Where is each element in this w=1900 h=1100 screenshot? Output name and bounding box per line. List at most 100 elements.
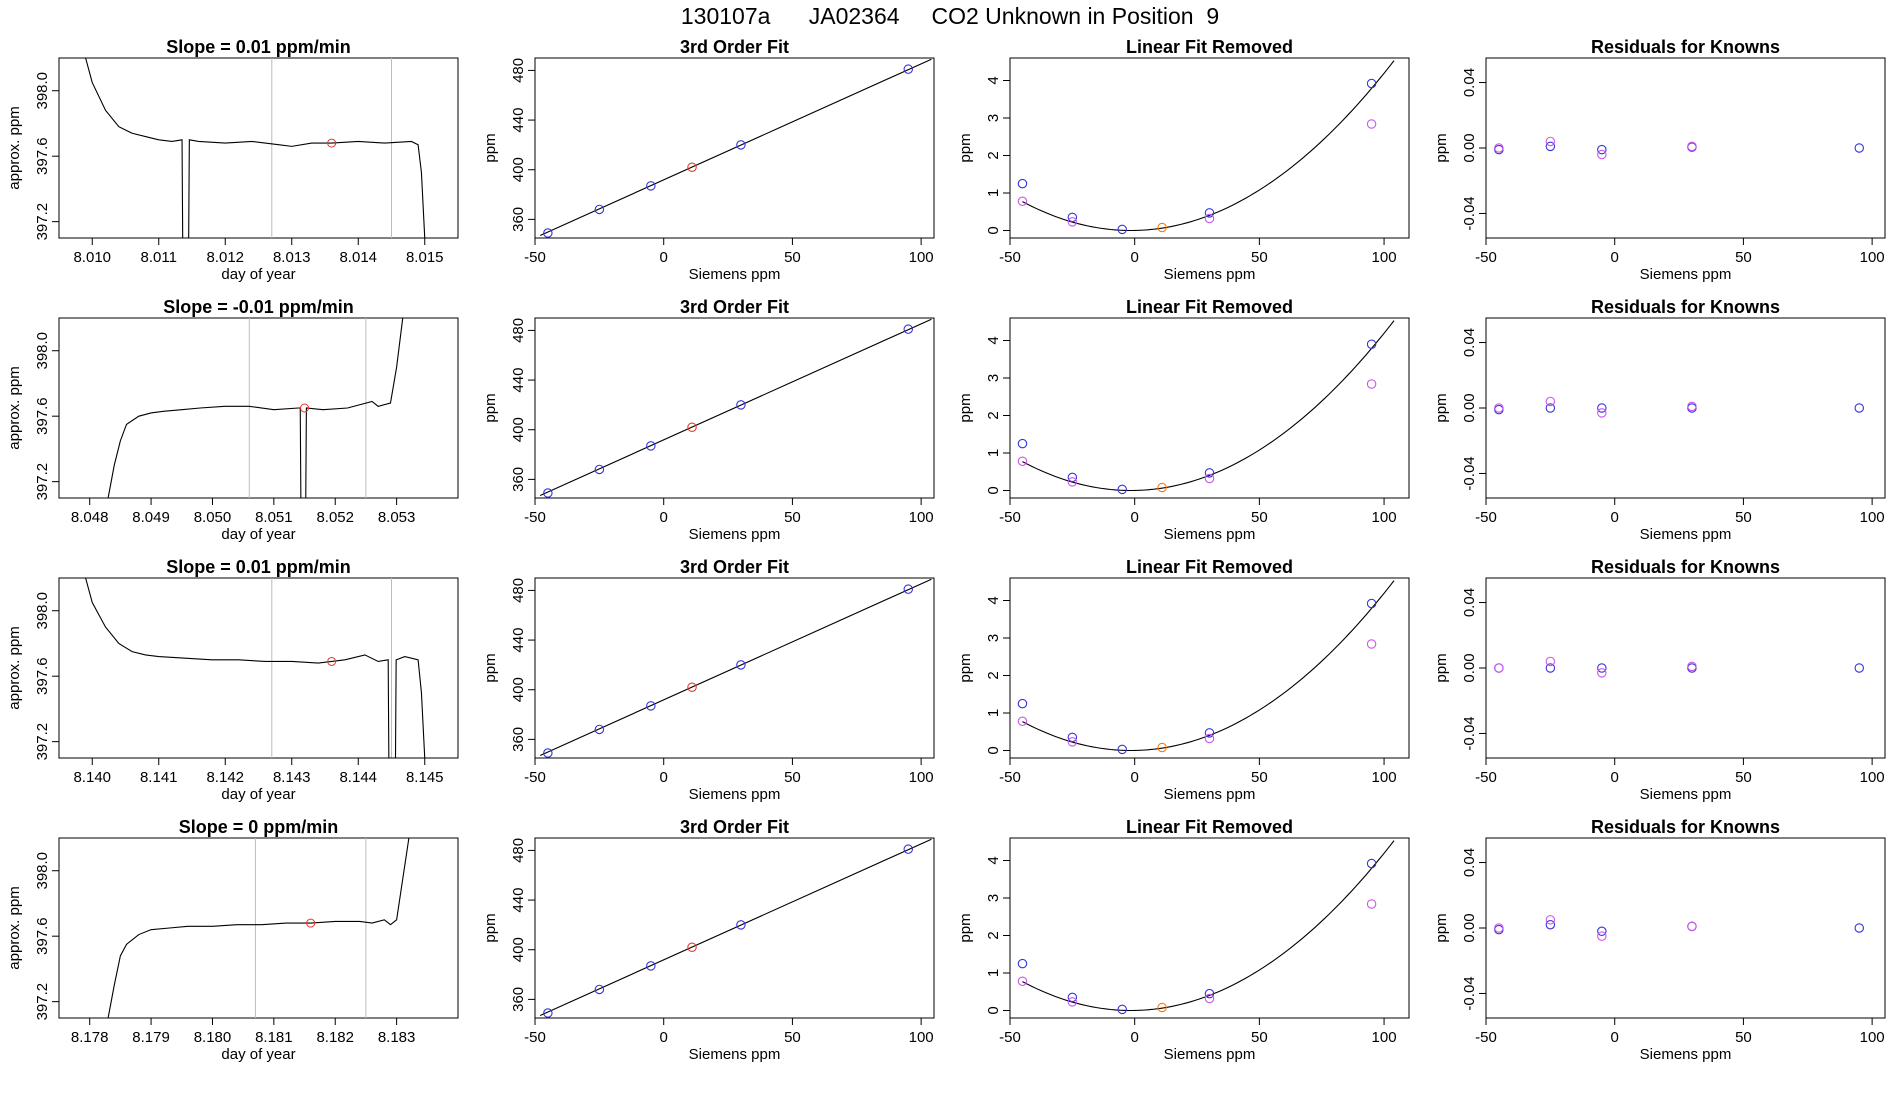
x-tick-label: 100 xyxy=(1860,1029,1885,1046)
x-tick-label: 100 xyxy=(1372,769,1397,786)
x-axis-label: day of year xyxy=(221,786,295,803)
y-tick-label: 0.04 xyxy=(1461,588,1478,617)
y-tick-label: 0.04 xyxy=(1461,68,1478,97)
concentration-trace xyxy=(85,578,426,758)
chart-title: 3rd Order Fit xyxy=(680,37,789,57)
x-tick-label: 50 xyxy=(784,509,801,526)
x-tick-label: 8.011 xyxy=(141,249,177,266)
data-point-blue xyxy=(1067,992,1078,1003)
x-tick-label: -50 xyxy=(999,769,1021,786)
data-point-blue xyxy=(1597,663,1607,673)
y-tick-label: 360 xyxy=(510,467,527,492)
data-point-blue xyxy=(1545,141,1556,152)
data-point-orange xyxy=(1157,482,1167,493)
data-point-magenta xyxy=(1204,213,1215,224)
fit-curve xyxy=(1022,840,1395,1012)
chart-title: Residuals for Knowns xyxy=(1591,817,1780,837)
plot-area xyxy=(1494,136,1865,160)
mean-marker xyxy=(327,656,337,666)
y-axis-label: ppm xyxy=(482,913,499,942)
data-point-magenta xyxy=(1545,656,1556,667)
data-point-magenta xyxy=(1017,976,1028,986)
chart-title: Residuals for Knowns xyxy=(1591,557,1780,577)
data-point-magenta xyxy=(1597,408,1607,418)
x-tick-label: 100 xyxy=(909,1029,934,1046)
x-tick-label: 8.052 xyxy=(316,509,354,526)
data-point-magenta xyxy=(1494,923,1504,933)
x-tick-label: 0 xyxy=(660,769,668,786)
y-tick-label: 360 xyxy=(510,727,527,752)
data-point-blue xyxy=(1117,484,1127,495)
y-tick-label: 397.6 xyxy=(34,657,51,695)
x-tick-label: -50 xyxy=(999,509,1021,526)
y-axis-label: ppm xyxy=(957,393,974,422)
x-axis-label: Siemens ppm xyxy=(1164,526,1256,543)
data-point-blue xyxy=(1204,208,1215,218)
x-tick-label: 50 xyxy=(1251,1029,1268,1046)
data-point-orange xyxy=(1157,222,1167,233)
y-tick-label: 440 xyxy=(510,108,527,133)
chart-panel-12: Residuals for Knowns -50 0 50 100 Siemens ppm… xyxy=(1433,557,1886,803)
data-point-blue xyxy=(646,441,656,451)
x-tick-label: -50 xyxy=(1475,509,1497,526)
y-tick-label: 397.6 xyxy=(34,397,51,435)
x-axis-label: Siemens ppm xyxy=(689,526,781,543)
plot-area xyxy=(1494,656,1865,678)
data-point-magenta xyxy=(1545,396,1556,407)
x-tick-label: 8.179 xyxy=(132,1029,170,1046)
y-axis-label: ppm xyxy=(482,393,499,422)
data-point-blue xyxy=(543,1008,553,1018)
x-tick-label: 8.048 xyxy=(71,509,109,526)
data-point-blue xyxy=(903,64,914,74)
data-point-blue xyxy=(1597,144,1607,155)
data-point-red xyxy=(687,422,697,432)
plot-frame xyxy=(58,57,459,239)
x-tick-label: 8.183 xyxy=(378,1029,416,1046)
data-point-blue xyxy=(1067,212,1078,223)
y-tick-label: 0 xyxy=(985,486,1002,494)
y-tick-label: -0.04 xyxy=(1461,456,1478,490)
plot-frame xyxy=(1009,57,1410,239)
x-tick-label: 0 xyxy=(1611,1029,1619,1046)
plot-area xyxy=(1494,915,1865,941)
chart-title: Slope = -0.01 ppm/min xyxy=(163,297,354,317)
y-tick-label: 400 xyxy=(510,417,527,442)
y-tick-label: 3 xyxy=(985,374,1002,382)
data-point-orange xyxy=(1157,1002,1167,1013)
y-tick-label: 0.00 xyxy=(1461,393,1478,422)
x-tick-label: 50 xyxy=(784,769,801,786)
x-tick-label: -50 xyxy=(1475,249,1497,266)
data-point-blue xyxy=(1017,438,1028,449)
y-tick-label: -0.04 xyxy=(1461,716,1478,750)
x-axis-label: Siemens ppm xyxy=(1164,266,1256,283)
data-point-blue xyxy=(1366,858,1377,869)
y-tick-label: 3 xyxy=(985,634,1002,642)
x-tick-label: 8.053 xyxy=(378,509,416,526)
y-tick-label: 440 xyxy=(510,368,527,393)
y-tick-label: 398.0 xyxy=(34,72,51,110)
concentration-trace xyxy=(107,838,410,1018)
data-point-blue xyxy=(1366,78,1377,89)
plot-area xyxy=(1017,580,1395,755)
data-point-magenta xyxy=(1067,737,1078,747)
data-point-magenta xyxy=(1494,663,1504,673)
x-tick-label: 8.010 xyxy=(73,249,111,266)
y-tick-label: 3 xyxy=(985,114,1002,122)
data-point-blue xyxy=(1854,403,1865,413)
data-point-orange xyxy=(1157,742,1167,753)
x-tick-label: 50 xyxy=(1735,1029,1752,1046)
y-tick-label: 0 xyxy=(985,1006,1002,1014)
x-tick-label: 8.015 xyxy=(406,249,444,266)
data-point-magenta xyxy=(1597,668,1607,678)
data-point-blue xyxy=(1204,728,1215,738)
x-axis-label: Siemens ppm xyxy=(1640,786,1732,803)
y-axis-label: ppm xyxy=(957,653,974,682)
data-point-blue xyxy=(1017,958,1028,969)
chart-panel-1: Slope = 0.01 ppm/min 8.010 8.011 8.012 8.013… xyxy=(6,37,459,283)
x-tick-label: 0 xyxy=(660,249,668,266)
x-tick-label: 50 xyxy=(784,249,801,266)
y-tick-label: 360 xyxy=(510,207,527,232)
data-point-blue xyxy=(646,701,656,711)
x-tick-label: 100 xyxy=(1860,249,1885,266)
y-tick-label: -0.04 xyxy=(1461,976,1478,1010)
